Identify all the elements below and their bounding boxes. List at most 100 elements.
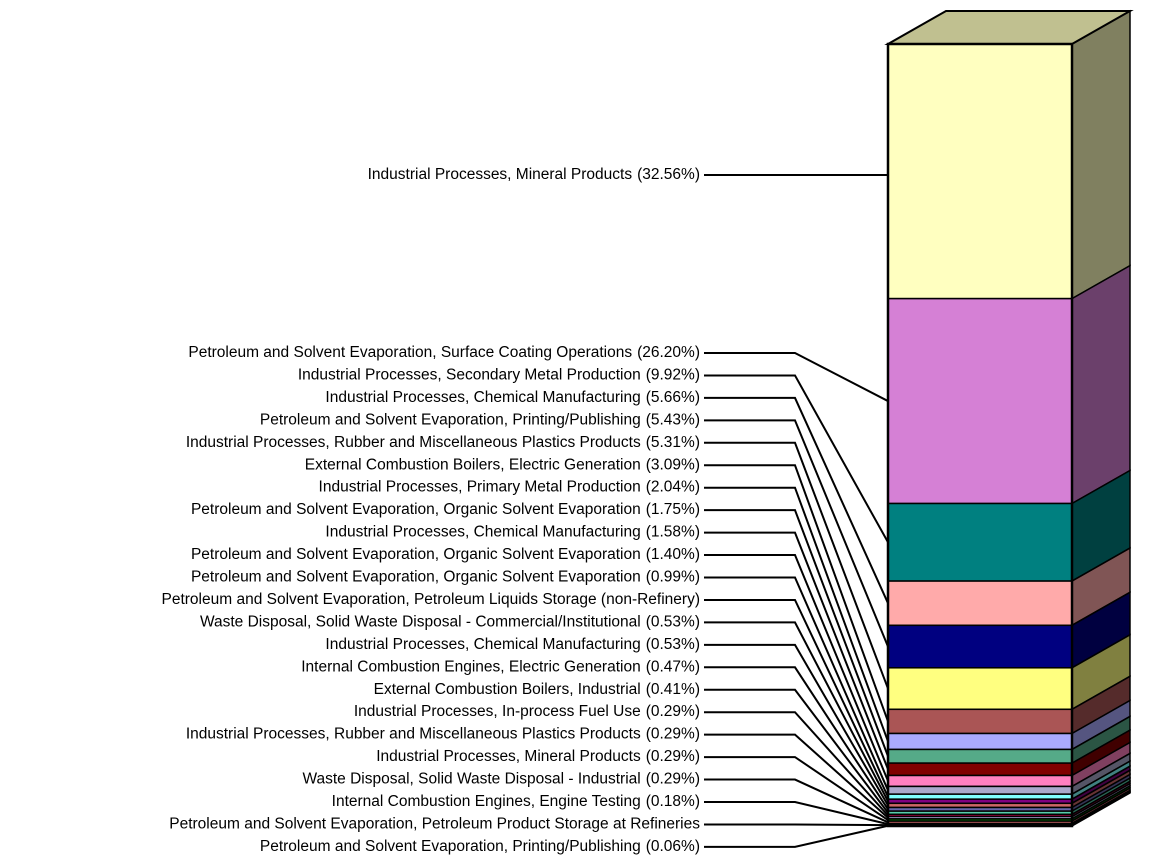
label-name: Internal Combustion Engines, Electric Ge… [301,658,640,675]
bar-segment [887,708,1073,735]
label-value: (0.29%) [646,726,700,743]
label-name: Industrial Processes, Chemical Manufactu… [325,524,640,541]
label-value: (0.47%) [646,658,700,675]
label-value: (0.29%) [646,771,700,788]
bar-segment-side [1071,9,1131,300]
segment-label: Industrial Processes, Primary Metal Prod… [319,479,700,496]
bar-segment [887,785,1073,795]
label-name: Industrial Processes, Mineral Products [368,166,633,183]
leader-line [704,666,889,810]
segment-label: Petroleum and Solvent Evaporation, Surfa… [188,344,700,361]
label-value: (1.40%) [646,546,700,563]
segment-label: Industrial Processes, In-process Fuel Us… [354,703,700,720]
bar-segment [887,43,1073,300]
leader-line [704,486,889,742]
label-value: (32.56%) [637,166,700,183]
label-value: (0.53%) [646,613,700,630]
leader-line [704,396,889,604]
bar-segment [887,667,1073,711]
label-value: (26.20%) [637,344,700,361]
label-name: Petroleum and Solvent Evaporation, Petro… [162,591,701,608]
label-name: Petroleum and Solvent Evaporation, Organ… [191,501,641,518]
label-value: (0.41%) [646,681,700,698]
leader-line [704,531,889,770]
segment-label: External Combustion Boilers, Electric Ge… [305,456,700,473]
leader-line [704,778,889,824]
label-name: Internal Combustion Engines, Engine Test… [332,793,641,810]
bar-segment [887,774,1073,788]
label-name: Petroleum and Solvent Evaporation, Print… [260,838,641,855]
label-name: Industrial Processes, Chemical Manufactu… [325,389,640,406]
bar-segment [887,297,1073,505]
label-value: (0.06%) [646,838,700,855]
label-name: Petroleum and Solvent Evaporation, Organ… [191,546,641,563]
label-value: (3.09%) [646,456,700,473]
segment-label: Industrial Processes, Mineral Products (3… [368,166,700,183]
segment-label: Petroleum and Solvent Evaporation, Organ… [191,546,700,563]
label-value: (2.04%) [646,479,700,496]
label-value: (1.58%) [646,524,700,541]
bar-segment [887,624,1073,669]
segment-label: Industrial Processes, Rubber and Miscell… [186,434,700,451]
label-name: External Combustion Boilers, Electric Ge… [305,456,641,473]
label-name: Industrial Processes, Primary Metal Prod… [319,479,641,496]
label-name: Industrial Processes, Rubber and Miscell… [186,434,641,451]
label-name: Petroleum and Solvent Evaporation, Petro… [169,816,700,833]
leader-line [704,374,889,543]
label-name: Petroleum and Solvent Evaporation, Organ… [191,569,641,586]
segment-label: External Combustion Boilers, Industrial (… [374,681,700,698]
segment-label: Industrial Processes, Rubber and Miscell… [186,726,700,743]
label-value: (5.43%) [646,411,700,428]
leader-line [704,441,889,689]
segment-label: Waste Disposal, Solid Waste Disposal - C… [200,613,700,630]
segment-label: Industrial Processes, Chemical Manufactu… [325,389,700,406]
segment-label: Industrial Processes, Secondary Metal Pr… [298,367,700,384]
segment-label: Petroleum and Solvent Evaporation, Organ… [191,569,700,586]
leader-line [704,464,889,722]
leader-line [704,419,889,647]
leader-line [704,352,889,402]
label-name: External Combustion Boilers, Industrial [374,681,641,698]
label-name: Industrial Processes, Secondary Metal Pr… [298,367,641,384]
leader-line [704,621,889,802]
label-value: (5.66%) [646,389,700,406]
bar-segment [887,762,1073,777]
segment-label: Petroleum and Solvent Evaporation, Organ… [191,501,700,518]
segment-label: Petroleum and Solvent Evaporation, Print… [260,838,700,855]
label-value: (0.29%) [646,703,700,720]
label-name: Industrial Processes, Chemical Manufactu… [325,636,640,653]
label-value: (0.18%) [646,793,700,810]
leader-line [704,733,889,819]
label-name: Petroleum and Solvent Evaporation, Print… [260,411,641,428]
segment-label: Petroleum and Solvent Evaporation, Petro… [169,816,700,833]
segment-label: Petroleum and Solvent Evaporation, Petro… [162,591,701,608]
segment-label: Internal Combustion Engines, Electric Ge… [301,658,700,675]
label-value: (9.92%) [646,367,700,384]
leader-line [704,643,889,806]
bar-outline [886,42,1074,828]
segment-label: Petroleum and Solvent Evaporation, Print… [260,411,700,428]
leader-line [704,598,889,798]
leader-line [704,554,889,782]
label-name: Industrial Processes, Rubber and Miscell… [186,726,641,743]
leader-line [704,509,889,757]
label-name: Industrial Processes, Mineral Products [376,748,641,765]
label-value: (0.29%) [646,748,700,765]
leader-line [704,824,889,848]
bar-segment [887,748,1073,764]
leader-line [704,756,889,821]
leader-line [704,576,889,791]
segment-label: Industrial Processes, Chemical Manufactu… [325,636,700,653]
label-name: Waste Disposal, Solid Waste Disposal - I… [302,771,640,788]
bar-segment [887,502,1073,582]
bar-segment [887,732,1073,751]
leader-line [704,801,889,826]
segment-label: Industrial Processes, Chemical Manufactu… [325,524,700,541]
bar-segment [887,580,1073,627]
label-value: (0.99%) [646,569,700,586]
label-name: Waste Disposal, Solid Waste Disposal - C… [200,613,641,630]
label-name: Petroleum and Solvent Evaporation, Surfa… [188,344,632,361]
label-value: (5.31%) [646,434,700,451]
label-value: (0.53%) [646,636,700,653]
